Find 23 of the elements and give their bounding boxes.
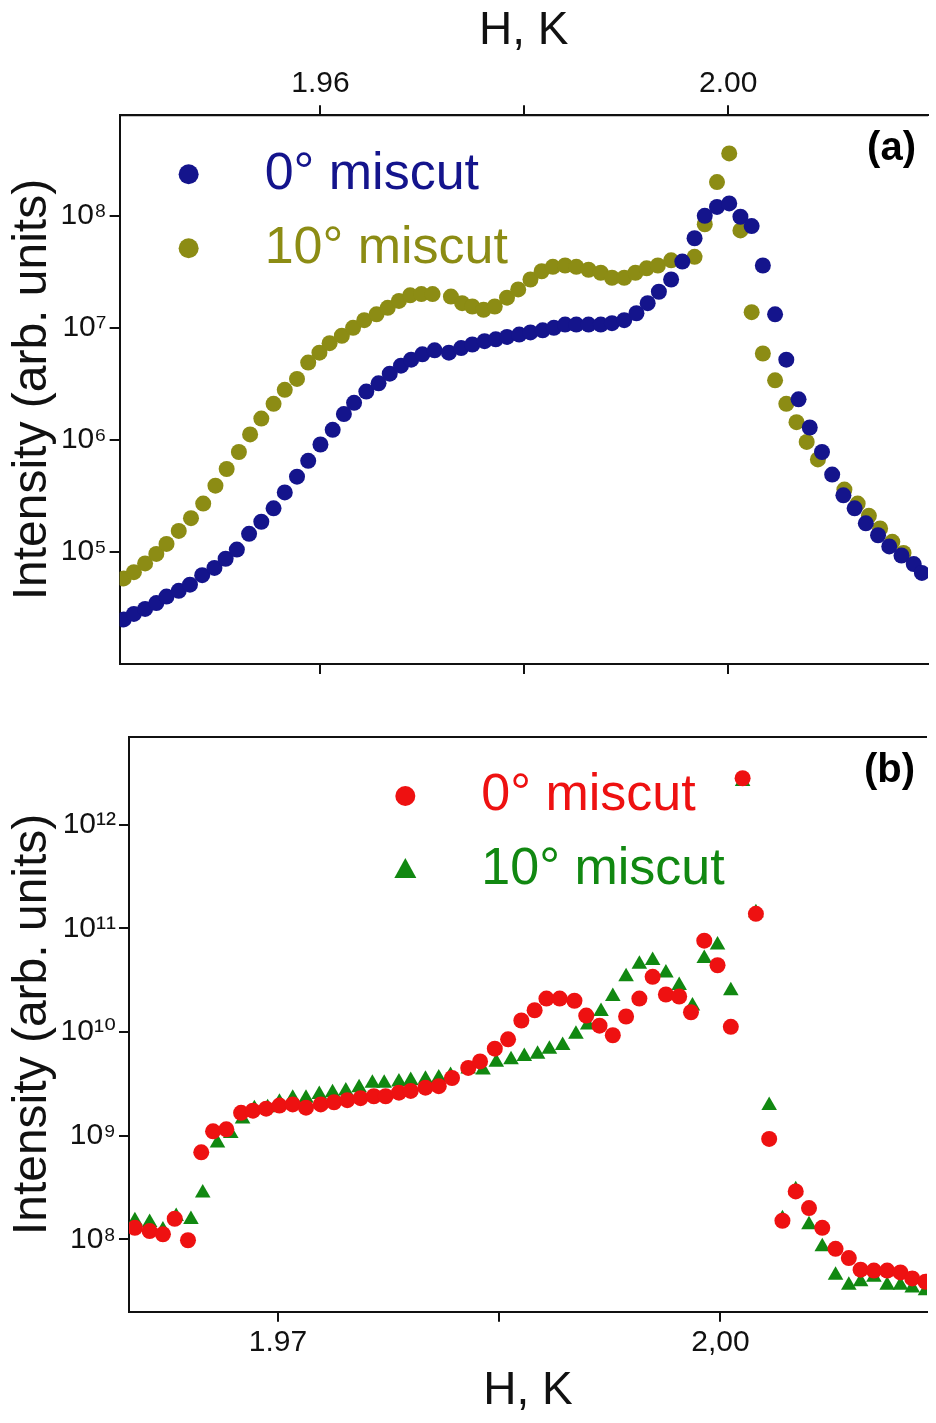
x-tick-label: 2.00 <box>699 65 758 99</box>
legend-label: 10° miscut <box>481 837 726 896</box>
y-axis-title: Intensity (arb. units) <box>3 813 57 1236</box>
y-tick-label: 10⁵ <box>60 533 107 567</box>
legend-label: 10° miscut <box>264 215 509 274</box>
y-tick-label: 10¹⁰ <box>60 1013 116 1047</box>
y-tick-label: 10¹¹ <box>62 909 116 943</box>
x-tick-label: 2,00 <box>691 1324 750 1358</box>
y-tick-label: 10⁷ <box>62 309 107 343</box>
y-tick-label: 10⁸ <box>60 197 107 231</box>
y-axis-title: Intensity (arb. units) <box>3 178 57 601</box>
x-axis-title: H, K <box>479 2 569 55</box>
x-tick-label: 1.97 <box>248 1324 308 1358</box>
legend-label: 0° miscut <box>264 141 480 200</box>
annotation: (a) <box>867 124 916 169</box>
y-tick-label: 10¹² <box>62 805 116 839</box>
x-axis-title: H, K <box>483 1362 574 1415</box>
legend-label: 0° miscut <box>481 763 697 822</box>
x-tick-label: 1.96 <box>291 65 350 99</box>
y-tick-label: 10⁶ <box>60 421 107 455</box>
y-tick-label: 10⁹ <box>69 1116 116 1150</box>
annotation: (b) <box>863 746 915 791</box>
y-tick-label: 10⁸ <box>69 1220 116 1254</box>
